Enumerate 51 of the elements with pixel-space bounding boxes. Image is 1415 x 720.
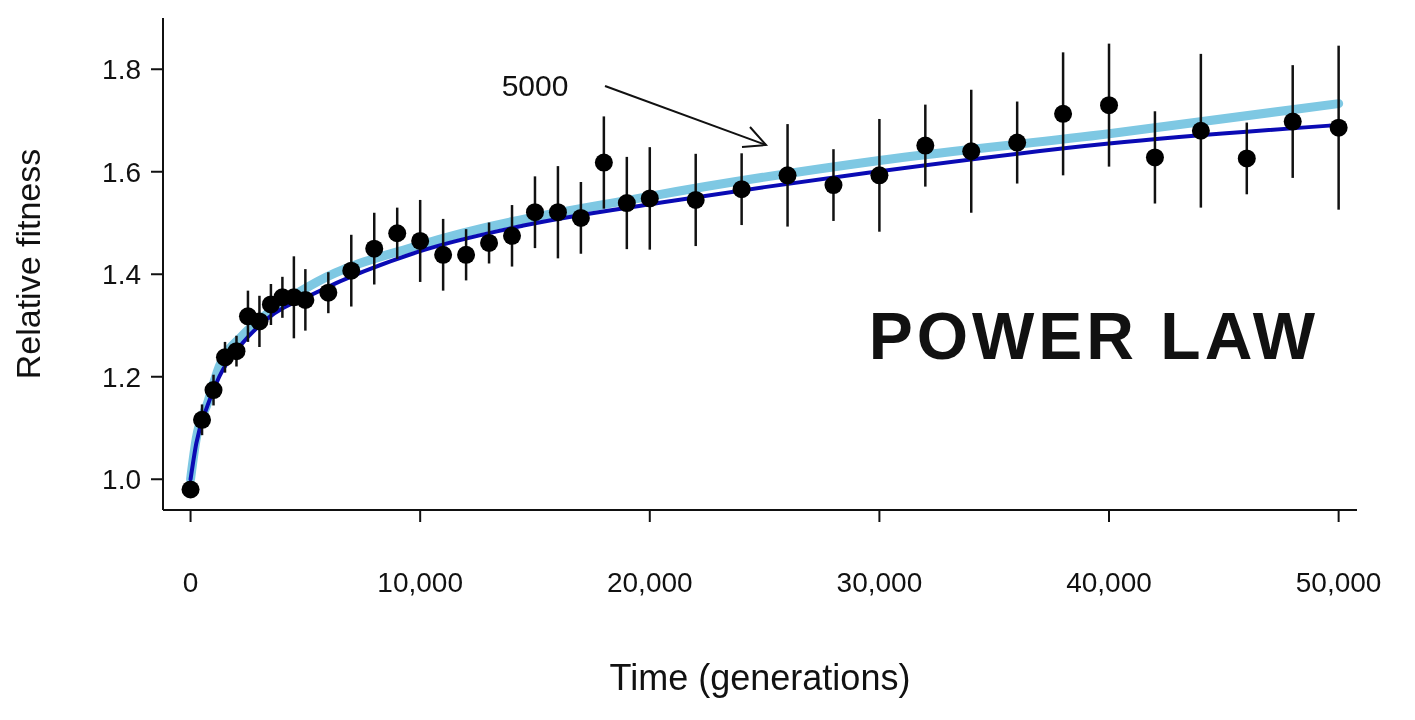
point [296,290,315,309]
point [548,203,567,222]
annotation: 5000 [501,69,569,102]
annotation: POWER LAW [868,298,1319,374]
point [411,231,430,250]
point [434,245,453,264]
point [204,381,223,400]
point [732,180,751,199]
x-axis-title: Time (generations) [609,657,911,698]
y-tick-label: 1.8 [102,54,141,86]
y-tick-label: 1.2 [102,361,141,393]
point [181,480,200,499]
point [640,189,659,208]
x-tick-label: 30,000 [836,566,923,598]
x-tick-label: 50,000 [1295,566,1382,598]
point [480,233,499,252]
point [617,194,636,213]
point [227,342,246,361]
point [778,166,797,185]
point [503,226,522,245]
point [594,153,613,172]
point [1145,148,1164,167]
point [1054,104,1073,123]
point [1283,112,1302,131]
point [1329,118,1348,137]
point [250,312,269,331]
x-tick-label: 0 [182,566,199,598]
point [1008,133,1027,152]
point [870,166,889,185]
y-axis-title: Relative fitness [9,148,48,380]
x-tick-label: 10,000 [377,566,463,598]
y-tick-label: 1.4 [102,259,141,291]
point [686,190,705,209]
x-tick-label: 40,000 [1066,566,1152,598]
y-tick-label: 1.6 [102,156,141,188]
x-tick-label: 20,000 [606,566,693,598]
point [342,261,361,280]
point [457,245,476,264]
point [365,239,384,258]
point [571,208,590,227]
point [916,136,935,155]
point [1100,96,1119,115]
point [193,410,212,429]
point [824,176,843,195]
point [388,224,407,243]
y-tick-label: 1.0 [102,464,141,496]
point [1191,121,1210,140]
point [319,283,338,302]
point [1237,149,1256,168]
point [525,203,544,222]
point [962,142,981,161]
